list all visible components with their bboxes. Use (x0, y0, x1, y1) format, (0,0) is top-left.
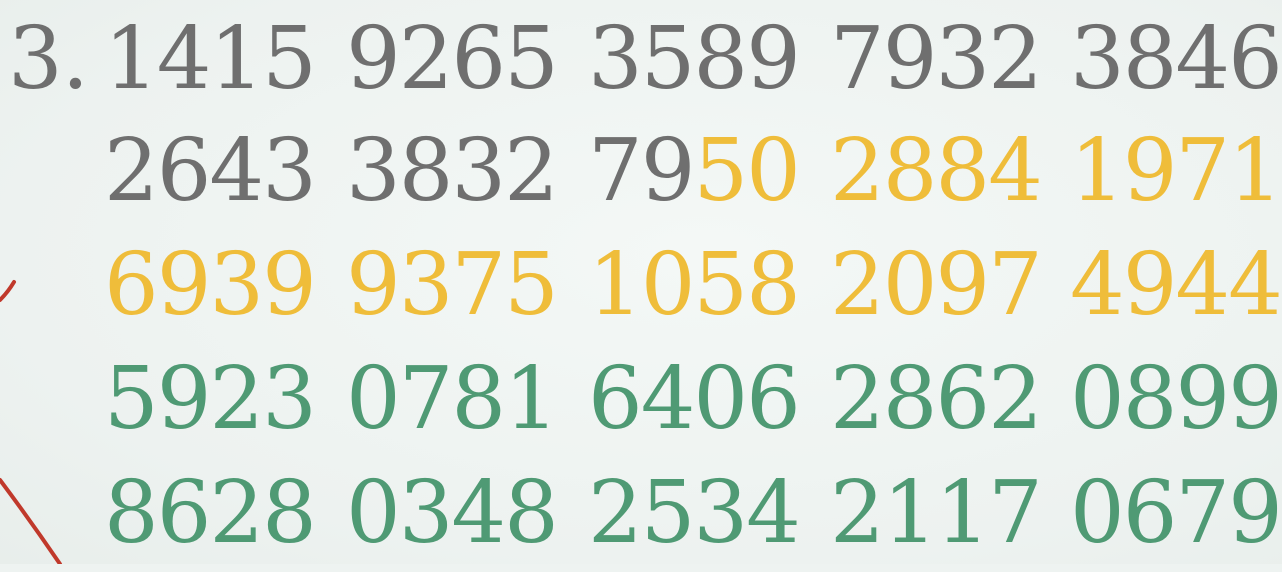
digit-segment: 1971 (1070, 121, 1282, 221)
digit-group: 7950 (588, 112, 801, 230)
digit-row-4: 5923 0781 6406 2862 0899 (0, 340, 1282, 458)
digit-segment: 6939 (104, 235, 317, 335)
digit-row-1: 3. 1415 9265 3589 7932 3846 (0, 0, 1282, 118)
digit-group: 2117 (830, 454, 1043, 572)
digit-segment: 2097 (830, 235, 1043, 335)
digit-group: 0781 (346, 340, 559, 458)
digit-segment: 9265 (346, 9, 559, 109)
digit-group: 0899 (1070, 340, 1282, 458)
digit-segment: 0679 (1070, 463, 1282, 563)
digit-group: 5923 (104, 340, 317, 458)
digit-segment: 5923 (104, 349, 317, 449)
digit-segment: 7932 (830, 9, 1043, 109)
digit-row-2: 2643 3832 7950 2884 1971 (0, 112, 1282, 230)
digit-segment: 1415 (104, 9, 317, 109)
digit-group: 0348 (346, 454, 559, 572)
digit-segment: 0899 (1070, 349, 1282, 449)
digit-row-5: 8628 0348 2534 2117 0679 (0, 454, 1282, 572)
digit-segment: 2534 (588, 463, 801, 563)
digit-group: 8628 (104, 454, 317, 572)
digit-segment: 3846 (1070, 9, 1282, 109)
digit-segment: 8628 (104, 463, 317, 563)
digit-segment: 0348 (346, 463, 559, 563)
digit-group: 2862 (830, 340, 1043, 458)
digit-segment: 6406 (588, 349, 801, 449)
digit-group: 1058 (588, 226, 801, 344)
digit-row-3: 6939 9375 1058 2097 4944 (0, 226, 1282, 344)
digit-segment: 2117 (830, 463, 1043, 563)
digit-group: 6406 (588, 340, 801, 458)
digit-group: 2534 (588, 454, 801, 572)
digit-segment: 79 (588, 121, 695, 221)
digit-segment: 50 (693, 121, 800, 221)
digit-group: 1971 (1070, 112, 1282, 230)
digit-group: 9265 (346, 0, 559, 118)
digit-group: 2643 (104, 112, 317, 230)
digit-segment: 3832 (346, 121, 559, 221)
digit-group: 6939 (104, 226, 317, 344)
digit-segment: 2643 (104, 121, 317, 221)
pi-prefix: 3. (8, 9, 89, 109)
digit-segment: 2884 (830, 121, 1043, 221)
digit-segment: 3589 (588, 9, 801, 109)
digit-segment: 9375 (346, 235, 559, 335)
digit-group: 3832 (346, 112, 559, 230)
digit-group: 3846 (1070, 0, 1282, 118)
digit-segment: 2862 (830, 349, 1043, 449)
digit-group: 1415 (104, 0, 317, 118)
digit-segment: 4944 (1070, 235, 1282, 335)
digit-group: 7932 (830, 0, 1043, 118)
digit-segment: 0781 (346, 349, 559, 449)
digit-group: 2884 (830, 112, 1043, 230)
digit-group: 0679 (1070, 454, 1282, 572)
digit-group: 9375 (346, 226, 559, 344)
digit-group: 4944 (1070, 226, 1282, 344)
digit-group: 2097 (830, 226, 1043, 344)
digit-segment: 1058 (588, 235, 801, 335)
digit-group: 3589 (588, 0, 801, 118)
